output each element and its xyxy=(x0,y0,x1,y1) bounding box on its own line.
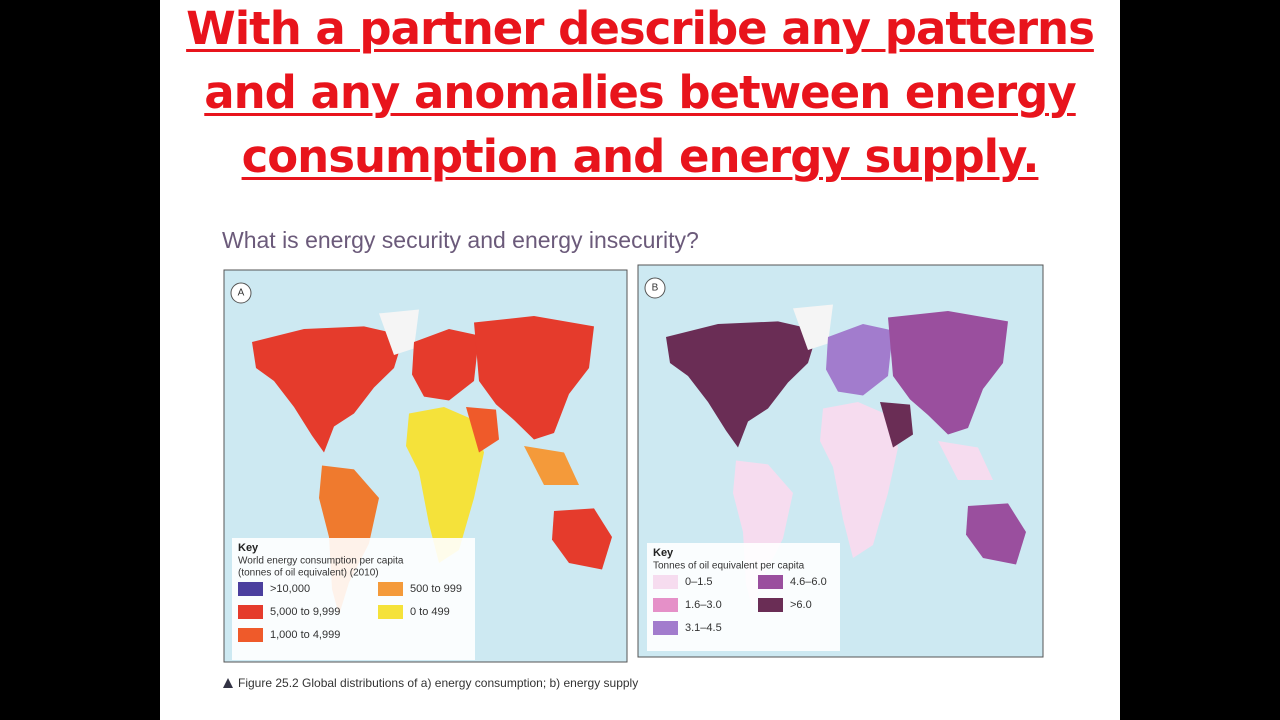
key-swatch xyxy=(653,621,678,635)
key-label: 5,000 to 9,999 xyxy=(270,606,340,618)
map-label: A xyxy=(238,288,245,299)
title-line: consumption and energy supply. xyxy=(241,130,1040,183)
title-line: With a partner describe any patterns xyxy=(186,2,1095,55)
caption-icon xyxy=(223,678,233,688)
key-swatch xyxy=(758,575,783,589)
map-label-badge xyxy=(230,282,252,304)
subtitle: What is energy security and energy insec… xyxy=(222,227,699,253)
key-box xyxy=(647,543,840,651)
map-label: B xyxy=(652,283,659,294)
key-label: 0–1.5 xyxy=(685,576,713,588)
key-swatch xyxy=(653,575,678,589)
key-swatch xyxy=(238,582,263,596)
key-swatch xyxy=(378,582,403,596)
key-label: 0 to 499 xyxy=(410,606,450,618)
key-label: 3.1–4.5 xyxy=(685,622,722,634)
key-swatch xyxy=(378,605,403,619)
figure: What is energy security and energy insec… xyxy=(222,227,1044,690)
key-swatch xyxy=(238,605,263,619)
key-swatch xyxy=(758,598,783,612)
key-label: 1,000 to 4,999 xyxy=(270,629,340,641)
key-swatch xyxy=(653,598,678,612)
key-swatch xyxy=(238,628,263,642)
key-label: 500 to 999 xyxy=(410,583,462,595)
key-description: Tonnes of oil equivalent per capita xyxy=(653,561,805,572)
key-description: World energy consumption per capita xyxy=(238,556,404,567)
key-label: 4.6–6.0 xyxy=(790,576,827,588)
key-heading: Key xyxy=(653,547,674,559)
key-label: >6.0 xyxy=(790,599,812,611)
caption: Figure 25.2 Global distributions of a) e… xyxy=(238,676,638,690)
key-heading: Key xyxy=(238,542,259,554)
title-line: and any anomalies between energy xyxy=(204,66,1076,119)
key-description: (tonnes of oil equivalent) (2010) xyxy=(238,568,379,579)
key-box xyxy=(232,538,475,660)
map-label-badge xyxy=(644,277,666,299)
key-label: 1.6–3.0 xyxy=(685,599,722,611)
key-label: >10,000 xyxy=(270,583,310,595)
